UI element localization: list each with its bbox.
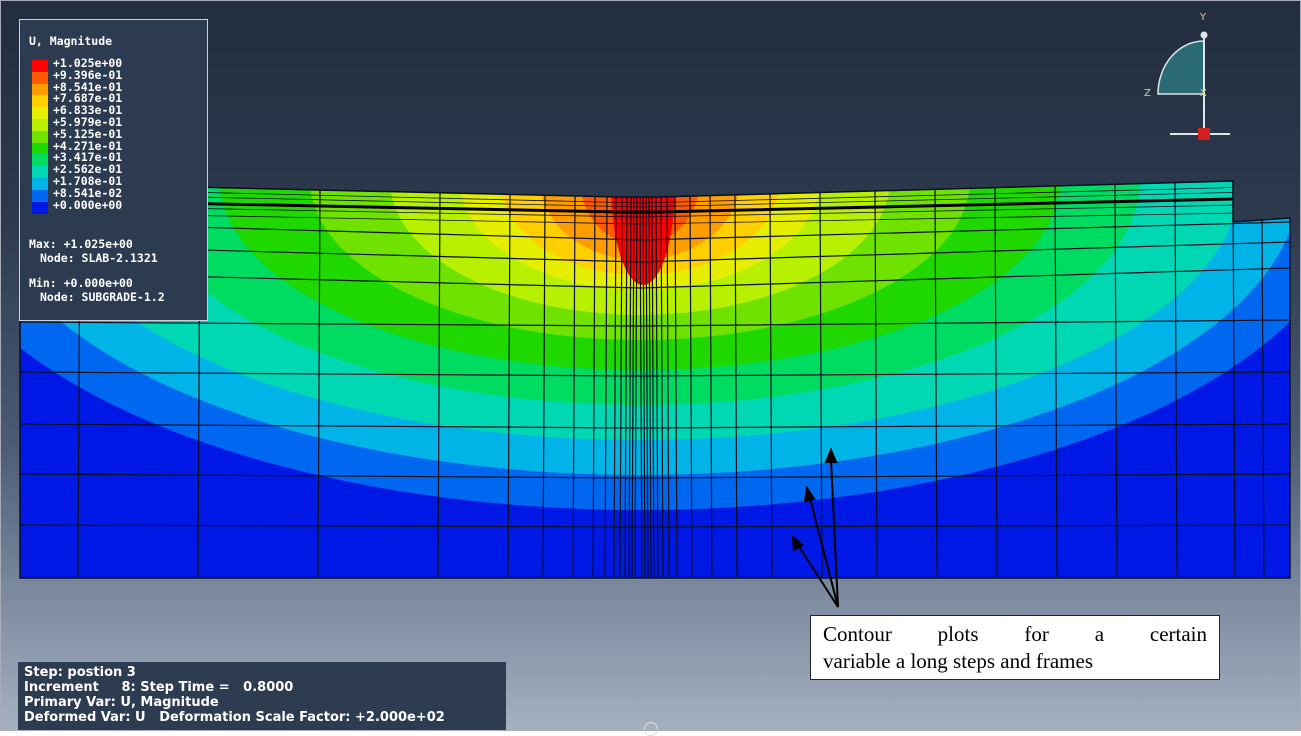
view-triad[interactable]: Y Z X bbox=[1130, 8, 1250, 148]
legend-value: +1.025e+00 bbox=[53, 56, 123, 70]
mesh-vertical-line bbox=[613, 196, 617, 578]
mesh-layer-line bbox=[20, 190, 1290, 208]
annotation-line-2: variable a long steps and frames bbox=[823, 649, 1093, 673]
model-outline bbox=[19, 180, 1291, 579]
mesh-vertical-line bbox=[1261, 219, 1265, 578]
legend-min-value: Min: +0.000e+00 bbox=[29, 276, 133, 290]
mesh-vertical-line bbox=[660, 196, 664, 578]
mesh-layer-line bbox=[20, 211, 1290, 225]
step-status-block: Step: postion 3 Increment 8: Step Time =… bbox=[18, 662, 506, 731]
status-increment: Increment 8: Step Time = 0.8000 bbox=[24, 680, 294, 695]
legend-value: +5.125e-01 bbox=[53, 126, 123, 141]
mesh-vertical-line bbox=[645, 196, 649, 578]
mesh-vertical-line bbox=[651, 196, 655, 578]
legend-swatch bbox=[32, 189, 48, 202]
legend-swatch bbox=[32, 60, 48, 72]
mesh-layer-line bbox=[20, 524, 1290, 528]
mesh-layer-line bbox=[20, 267, 1290, 289]
mesh-vertical-line bbox=[1232, 181, 1236, 578]
mesh-vertical-line bbox=[592, 196, 596, 578]
mesh-vertical-line bbox=[689, 196, 693, 578]
mesh-vertical-line bbox=[655, 196, 659, 578]
legend-value: +9.396e-01 bbox=[53, 67, 123, 82]
mesh-vertical-line bbox=[628, 196, 632, 578]
mesh-lines bbox=[20, 181, 1290, 578]
annotation-callout: Contour plots for a certain variable a l… bbox=[810, 615, 1220, 680]
contour-legend[interactable]: U, Magnitude +1.025e+00 +9.396e-01 +8.541e… bbox=[19, 19, 208, 321]
mesh-vertical-line bbox=[317, 189, 321, 578]
mesh-vertical-line bbox=[666, 196, 670, 578]
slab-interface-line bbox=[20, 197, 1234, 214]
legend-value: +3.417e-01 bbox=[53, 150, 123, 165]
legend-swatch bbox=[32, 83, 48, 96]
triad-y-tip bbox=[1200, 31, 1208, 39]
legend-value: +5.979e-01 bbox=[53, 115, 123, 129]
legend-swatch bbox=[32, 107, 48, 120]
mesh-vertical-line bbox=[642, 196, 646, 578]
legend-max-value: Max: +1.025e+00 bbox=[29, 237, 133, 251]
arrow-head-2 bbox=[803, 485, 816, 503]
legend-value: +1.708e-01 bbox=[53, 174, 123, 188]
mesh-layer-line bbox=[20, 423, 1290, 429]
mesh-vertical-line bbox=[631, 196, 635, 578]
mesh-vertical-line bbox=[674, 196, 678, 578]
legend-value: +2.562e-01 bbox=[53, 162, 123, 177]
mesh-vertical-line bbox=[934, 189, 938, 578]
legend-swatch bbox=[32, 201, 48, 214]
legend-swatch bbox=[32, 142, 48, 155]
triad-y-label: Y bbox=[1200, 12, 1207, 23]
legend-swatch bbox=[32, 95, 48, 108]
legend-value: +8.541e-01 bbox=[53, 79, 123, 94]
triad-quadrant-shape bbox=[1157, 40, 1205, 95]
mesh-vertical-line bbox=[639, 196, 643, 578]
legend-value: +4.271e-01 bbox=[53, 138, 123, 153]
arrow-1 bbox=[830, 459, 839, 608]
mesh-vertical-line bbox=[624, 196, 628, 578]
mesh-layer-line bbox=[20, 371, 1290, 377]
status-deformed-var: Deformed Var: U Deformation Scale Factor… bbox=[24, 710, 445, 725]
legend-value: +0.000e+00 bbox=[53, 197, 123, 212]
mesh-vertical-line bbox=[1174, 182, 1178, 578]
mesh-vertical-line bbox=[634, 196, 638, 578]
mesh-layer-line bbox=[20, 185, 1290, 204]
legend-title: U, Magnitude bbox=[29, 34, 113, 48]
annotation-line-1: Contour plots for a certain bbox=[823, 622, 1207, 646]
triad-x-label: X bbox=[1200, 88, 1207, 99]
legend-value: +6.833e-01 bbox=[53, 103, 123, 118]
mesh-layer-line bbox=[20, 319, 1290, 327]
mesh-vertical-line bbox=[619, 196, 623, 578]
mesh-vertical-line bbox=[648, 196, 652, 578]
legend-swatch bbox=[32, 130, 48, 143]
mesh-layer-line bbox=[20, 473, 1290, 479]
arrow-3 bbox=[797, 544, 839, 608]
arrow-head-1 bbox=[824, 447, 838, 463]
legend-max-node: Node: SLAB-2.1321 bbox=[40, 251, 158, 265]
mesh-layer-line bbox=[20, 221, 1290, 241]
legend-swatch bbox=[32, 71, 48, 84]
mesh-layer-line bbox=[20, 241, 1290, 263]
legend-value: +8.541e-02 bbox=[53, 185, 123, 200]
mesh-vertical-line bbox=[604, 196, 608, 578]
mesh-vertical-line bbox=[874, 190, 878, 578]
mesh-vertical-line bbox=[994, 187, 998, 578]
triad-origin-marker bbox=[1198, 128, 1210, 140]
legend-value: +7.687e-01 bbox=[53, 91, 123, 106]
status-primary-var: Primary Var: U, Magnitude bbox=[24, 695, 219, 710]
mesh-vertical-line bbox=[1054, 185, 1058, 578]
legend-swatch bbox=[32, 154, 48, 167]
arrows bbox=[791, 447, 839, 608]
status-step: Step: postion 3 bbox=[24, 665, 136, 680]
arrow-2 bbox=[809, 497, 839, 608]
triad-z-label: Z bbox=[1144, 88, 1151, 99]
legend-swatch bbox=[32, 119, 48, 131]
legend-min-node: Node: SUBGRADE-1.2 bbox=[40, 290, 165, 304]
cursor-ring-icon bbox=[644, 722, 658, 736]
arrow-head-3 bbox=[791, 534, 804, 552]
legend-swatch bbox=[32, 166, 48, 179]
mesh-vertical-line bbox=[1114, 184, 1118, 578]
mesh-layer-line bbox=[20, 203, 1290, 218]
legend-swatch bbox=[32, 178, 48, 190]
